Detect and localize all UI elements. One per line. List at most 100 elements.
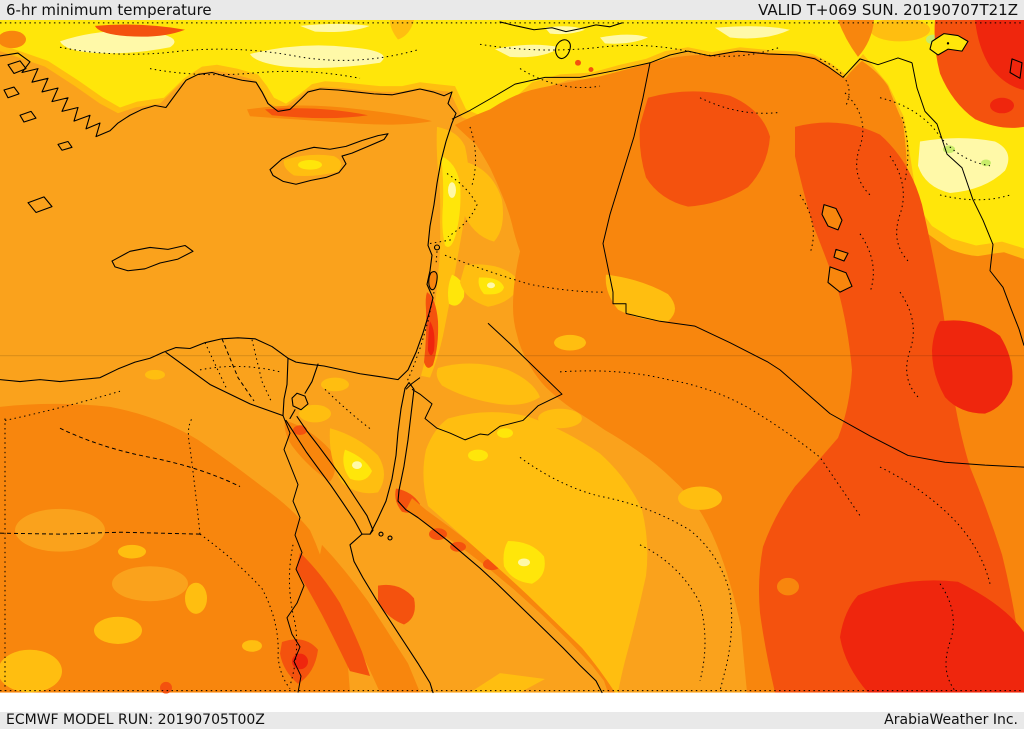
aegean-island [19, 110, 37, 123]
delta-admin [251, 339, 273, 404]
pale-core [518, 558, 530, 567]
pale-core [250, 45, 384, 68]
yellow-spot [497, 428, 513, 438]
iraq-hot-mass [759, 122, 1024, 693]
delta-admin [204, 342, 227, 388]
valid-time-label: VALID T+069 SUN. 20190707T21Z [758, 1, 1018, 19]
saudi-coastal-strip [406, 498, 620, 693]
egypt-israel-border [405, 377, 421, 390]
iraq-admin-border [799, 194, 814, 254]
pale-core [487, 282, 495, 289]
country-borders [405, 50, 1024, 468]
amber-patch [242, 640, 262, 652]
rivers [282, 415, 305, 693]
orange-hole [777, 577, 799, 596]
green-spot [981, 159, 991, 167]
island-rhodes [27, 196, 53, 213]
saudi-admin-border [559, 370, 861, 516]
iran-admin-border [879, 97, 991, 167]
lake-van-island [946, 42, 950, 45]
syria-iraq-border [602, 62, 651, 314]
israel-jordan-border [406, 292, 435, 382]
coastlines [0, 21, 623, 694]
egypt-admin-border [199, 533, 291, 689]
hot-dot [450, 541, 466, 552]
iraq-admin-border [844, 92, 871, 196]
hot-spot-nw [95, 24, 185, 37]
rift-red-core [428, 321, 435, 356]
red-sea-egypt-shore [349, 533, 434, 694]
lake-tuz [555, 39, 571, 59]
sea-of-galilee [433, 244, 441, 251]
iran-admin-border [939, 194, 1011, 201]
red-sea-coast-hot [296, 552, 370, 677]
lake-habbaniyah [833, 248, 849, 262]
lake-tharthar [821, 204, 843, 231]
orange-spot [0, 30, 26, 49]
syria-amber [460, 160, 503, 242]
amber-patch [185, 582, 207, 614]
map-canvas [0, 20, 1024, 712]
admin-borders-dotted [0, 22, 1024, 692]
turkey-province-border [149, 68, 361, 79]
red-spot [990, 97, 1014, 114]
nile-delta-east [282, 357, 289, 417]
iraq-saudi-admin [879, 466, 991, 584]
turkey-iraq-border [796, 54, 913, 78]
amber-patch [538, 408, 582, 429]
header-bar: 6-hr minimum temperature VALID T+069 SUN… [0, 0, 1024, 20]
pale-core [600, 34, 648, 44]
jordan-east-amber [436, 363, 540, 405]
red-sea-saudi-shore [405, 509, 603, 694]
jordan-saudi-border [411, 322, 563, 441]
milder-patch [15, 508, 105, 552]
amber-patch [678, 486, 722, 510]
amber-tongue [390, 20, 414, 40]
lebanon-syria-border [446, 173, 478, 238]
coastal-warm-core [265, 108, 368, 119]
israel-lebanon-border [429, 239, 453, 245]
milder-patch [112, 566, 188, 602]
temperature-field [0, 20, 1024, 694]
jordan-iraq-saudi-border [625, 313, 1024, 468]
turkey-province-border [479, 43, 781, 57]
central-syria-hot-patch [639, 91, 770, 207]
ne-corner-red-core [975, 20, 1024, 90]
credit-label: ArabiaWeather Inc. [884, 712, 1018, 728]
orange-tongue [838, 20, 874, 57]
mediterranean-coastline [0, 52, 457, 383]
saudi-admin-border [519, 456, 733, 691]
suez-canal [289, 363, 319, 420]
lakes [291, 33, 1023, 411]
pale-core [918, 138, 1009, 193]
pale-core [495, 44, 560, 58]
hot-spot [378, 584, 415, 625]
se-red-blob [840, 580, 1024, 693]
sinai-admin [324, 388, 373, 431]
footer-bar: ECMWF MODEL RUN: 20190705T00Z ArabiaWeat… [0, 712, 1024, 729]
syria-admin-border [469, 126, 476, 186]
gulf-of-suez-west-shore [285, 419, 363, 535]
aegean-island [7, 60, 27, 74]
iraq-iran-border [911, 62, 1024, 346]
map-title: 6-hr minimum temperature [6, 1, 212, 19]
black-sea-coast [499, 21, 623, 33]
cyprus-yellow [298, 159, 322, 170]
saudi-admin-border [639, 544, 706, 682]
egypt-dark-orange-mass [0, 403, 350, 693]
amber-patch [554, 334, 586, 351]
egypt-admin-border [187, 418, 201, 535]
amber-patch [118, 544, 146, 559]
lake-urmia-edge [1009, 58, 1023, 79]
hot-dot [575, 59, 581, 66]
yellow-spot [468, 449, 488, 462]
iraq-admin-border [699, 97, 781, 114]
aegean-island [3, 86, 20, 99]
iran-admin-border [901, 117, 909, 181]
amber-patch [321, 377, 349, 392]
amber-streak [470, 673, 545, 693]
egypt-admin-border [59, 427, 241, 487]
amber-patch [94, 616, 142, 644]
amber-patch [299, 404, 331, 423]
pale-core [352, 461, 362, 470]
